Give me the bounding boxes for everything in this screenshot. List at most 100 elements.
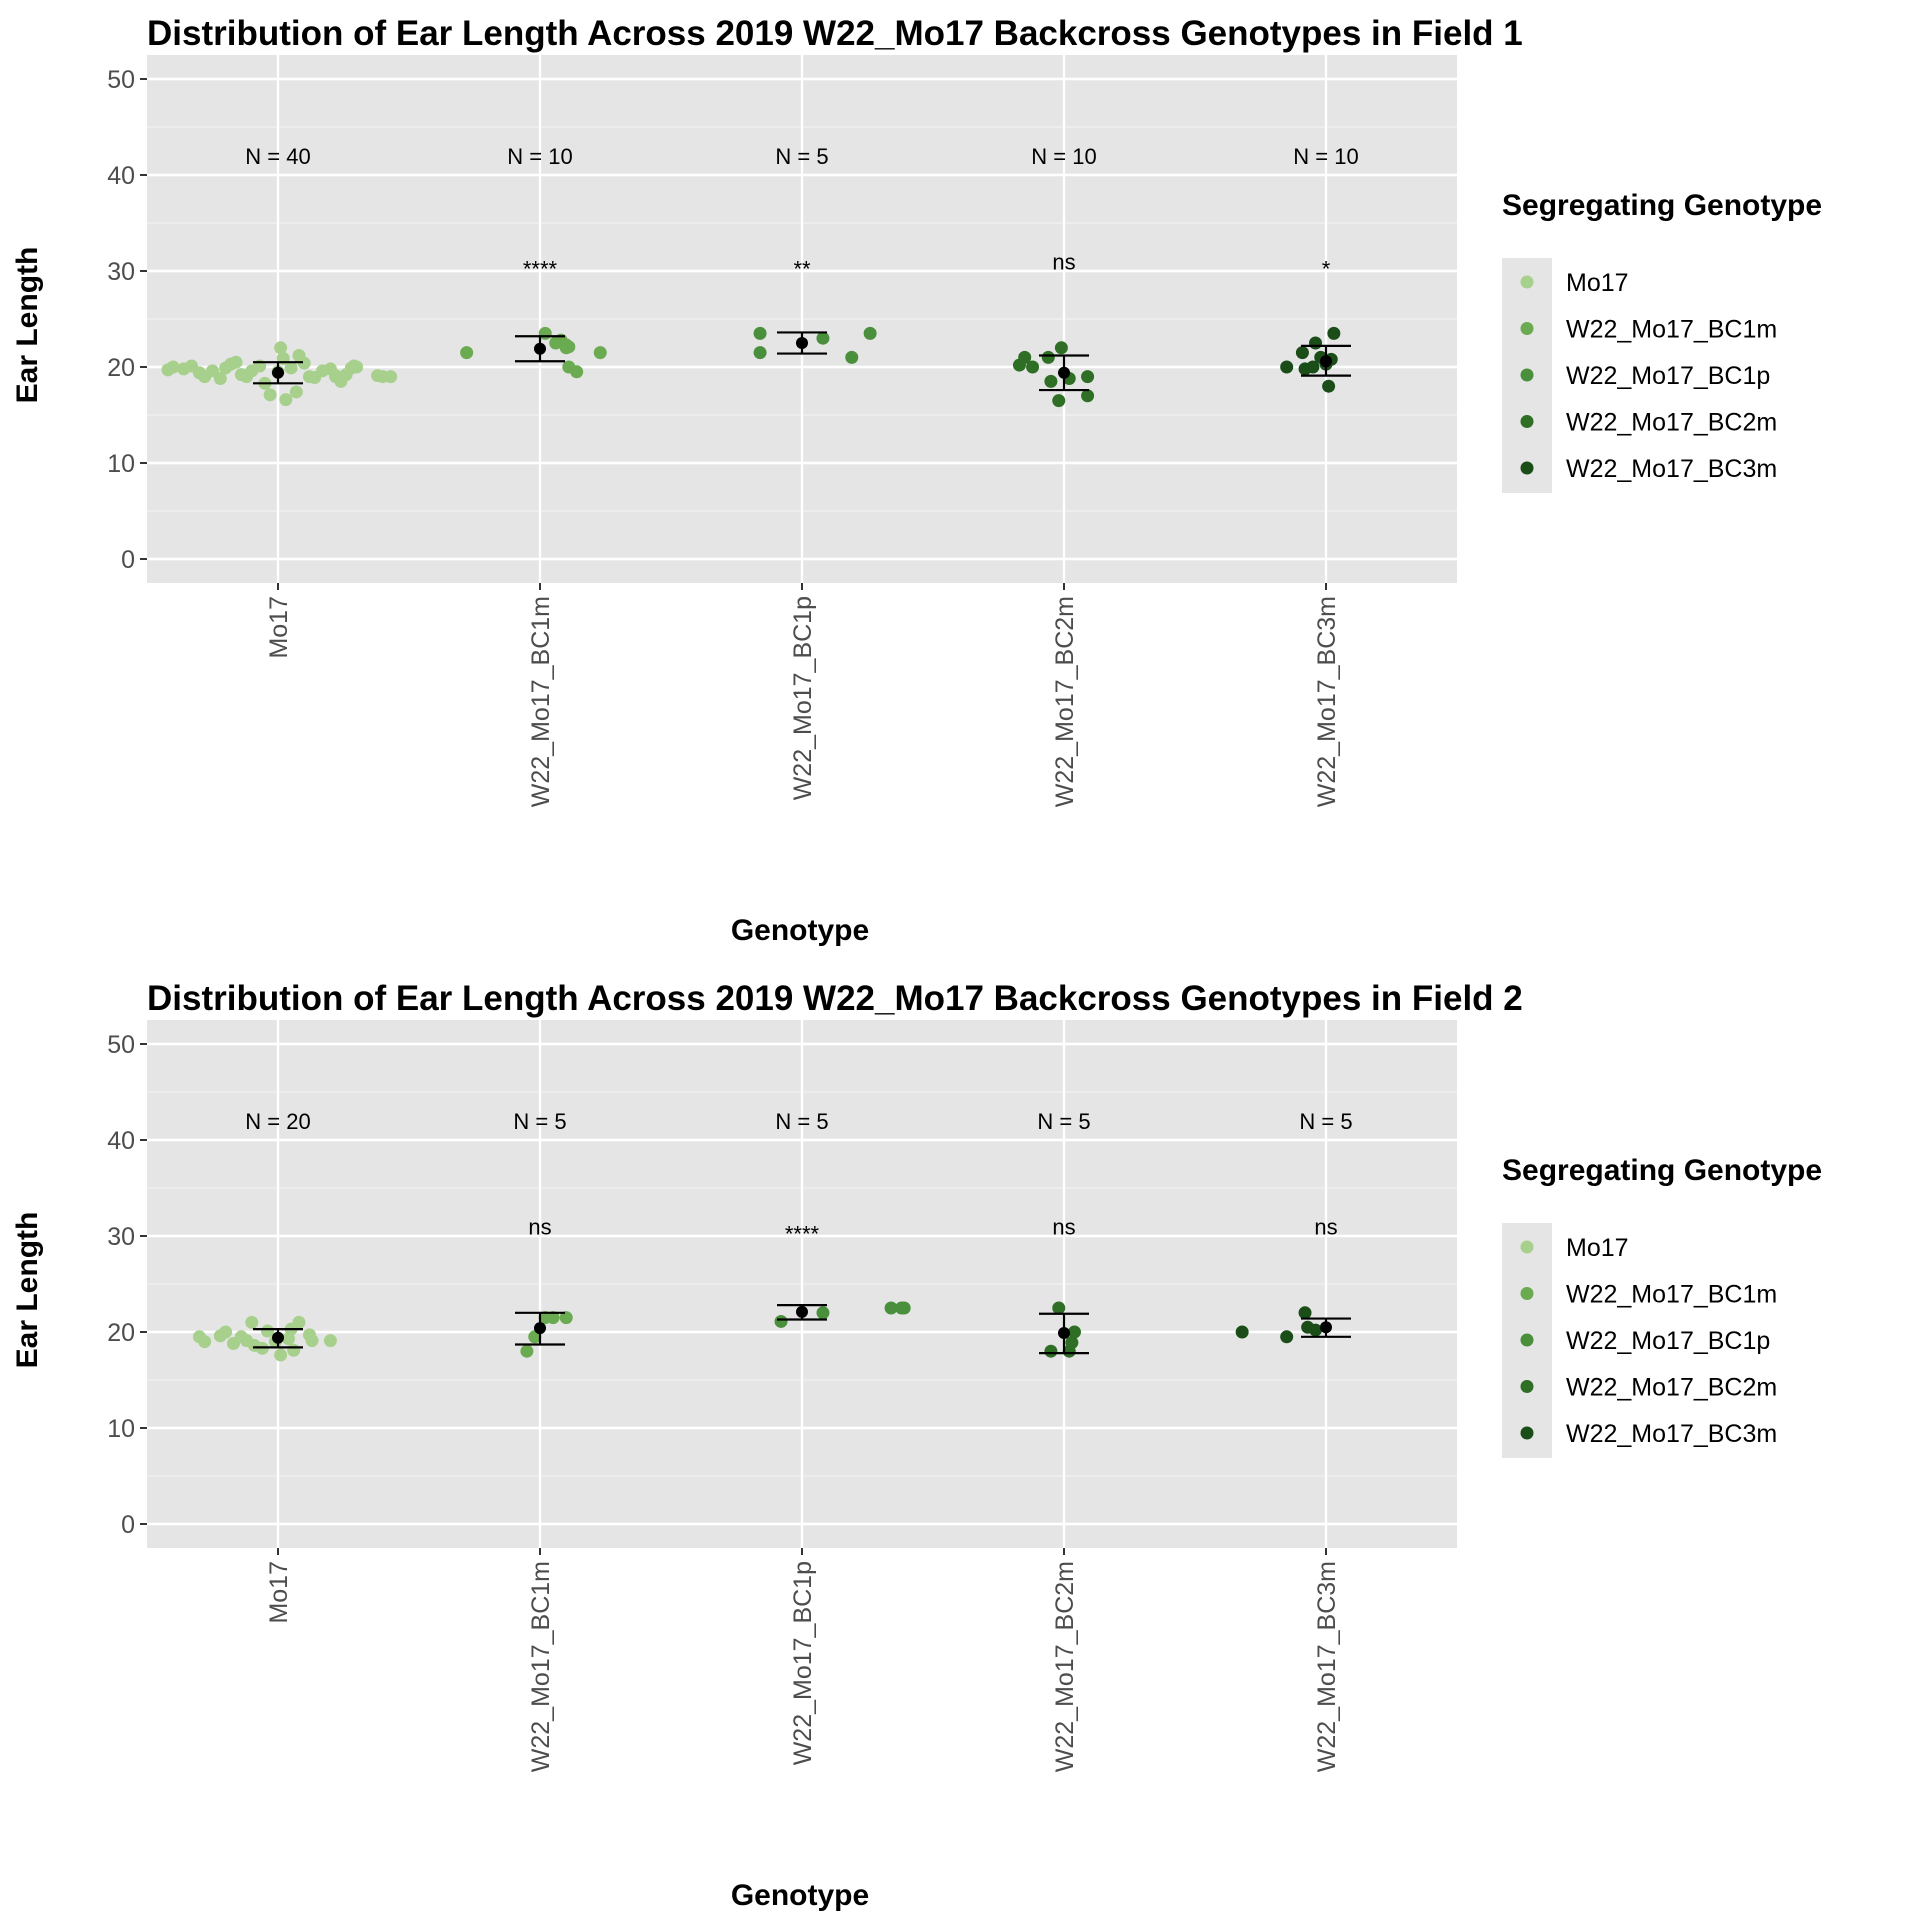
legend-label: W22_Mo17_BC1m <box>1566 1281 1777 1309</box>
x-axis-title: Genotype <box>731 914 869 947</box>
data-point <box>1041 350 1055 364</box>
significance-label: * <box>1322 256 1331 281</box>
legend-title: Segregating Genotype <box>1502 1154 1822 1187</box>
data-point <box>1054 341 1068 355</box>
x-tick-label: W22_Mo17_BC1p <box>789 596 817 800</box>
sample-size-label: N = 10 <box>507 144 572 169</box>
data-point <box>845 350 859 364</box>
y-tick-label: 10 <box>107 450 135 478</box>
data-point <box>897 1301 911 1315</box>
sample-size-label: N = 20 <box>245 1109 310 1134</box>
data-point <box>559 1311 573 1325</box>
legend-label: Mo17 <box>1566 1234 1629 1262</box>
chart-panel-field-1: Distribution of Ear Length Across 2019 W… <box>11 14 1822 947</box>
data-point <box>1280 1330 1294 1344</box>
legend-label: W22_Mo17_BC2m <box>1566 409 1777 437</box>
significance-label: ns <box>1052 1214 1075 1239</box>
y-tick-label: 50 <box>107 66 135 94</box>
data-point <box>263 388 277 402</box>
legend-swatch <box>1520 1240 1534 1254</box>
legend: Segregating Genotype Mo17 W22_Mo17_BC1m W2… <box>1502 189 1822 493</box>
sample-size-label: N = 5 <box>775 1109 828 1134</box>
data-point <box>1026 360 1040 374</box>
sample-size-label: N = 40 <box>245 144 310 169</box>
data-point <box>347 359 361 373</box>
y-tick-label: 40 <box>107 162 135 190</box>
x-axis-title: Genotype <box>731 1879 869 1912</box>
mean-point <box>796 1305 808 1318</box>
data-point <box>219 1325 233 1339</box>
legend-swatch <box>1520 368 1534 382</box>
data-point <box>1081 370 1095 384</box>
gridlines <box>147 1020 1457 1548</box>
data-point <box>229 355 243 369</box>
data-point <box>753 326 767 340</box>
y-tick-label: 10 <box>107 1415 135 1443</box>
data-point <box>287 1343 301 1357</box>
legend-swatch <box>1520 1380 1534 1393</box>
y-tick-label: 20 <box>107 1319 135 1347</box>
mean-point <box>272 1331 284 1344</box>
data-point <box>1081 389 1095 403</box>
legend-label: W22_Mo17_BC1p <box>1566 1327 1770 1355</box>
x-tick-label: Mo17 <box>265 1561 293 1624</box>
y-tick-label: 30 <box>107 1223 135 1251</box>
y-tick-label: 0 <box>121 546 135 574</box>
data-point <box>1044 374 1058 388</box>
mean-point <box>534 1322 546 1335</box>
data-point <box>460 346 474 360</box>
data-point <box>1295 346 1309 360</box>
gridlines <box>147 55 1457 583</box>
data-point <box>1065 1336 1079 1350</box>
data-point <box>1298 1306 1312 1320</box>
y-tick-label: 40 <box>107 1127 135 1155</box>
data-point <box>1052 1301 1066 1315</box>
significance-label: **** <box>523 256 558 281</box>
x-axis: Mo17 W22_Mo17_BC1m W22_Mo17_BC1p W22_Mo17_B… <box>265 1548 1341 1772</box>
data-point <box>245 1315 259 1329</box>
data-point <box>274 1348 288 1362</box>
data-point <box>1322 379 1336 393</box>
data-point <box>1067 1325 1081 1339</box>
data-point <box>753 346 767 360</box>
chart-panel-field-2: Distribution of Ear Length Across 2019 W… <box>11 979 1822 1912</box>
data-point <box>1018 350 1032 364</box>
data-point <box>816 331 830 345</box>
data-point <box>1327 326 1341 340</box>
mean-points <box>272 1305 1332 1344</box>
data-point <box>1280 360 1294 374</box>
y-axis-title: Ear Length <box>11 1212 44 1369</box>
mean-point <box>1320 1321 1332 1334</box>
legend-swatch <box>1520 1426 1534 1440</box>
data-point <box>292 1315 306 1329</box>
significance-label: ns <box>528 1214 551 1239</box>
y-tick-label: 30 <box>107 258 135 286</box>
x-tick-label: W22_Mo17_BC3m <box>1313 1561 1341 1772</box>
data-point <box>166 360 180 374</box>
data-point <box>289 385 303 399</box>
legend-swatch <box>1520 275 1534 289</box>
legend-label: W22_Mo17_BC3m <box>1566 1420 1777 1448</box>
data-point <box>384 370 398 384</box>
legend-label: W22_Mo17_BC1m <box>1566 316 1777 344</box>
mean-point <box>272 366 284 379</box>
y-axis: 0 10 20 30 40 50 <box>107 1031 147 1539</box>
data-point <box>562 340 576 354</box>
y-tick-label: 20 <box>107 354 135 382</box>
data-point <box>1309 1323 1323 1337</box>
mean-point <box>1320 355 1332 368</box>
legend-swatch <box>1520 1333 1534 1347</box>
sample-size-label: N = 5 <box>1299 1109 1352 1134</box>
data-point <box>213 372 227 386</box>
sample-size-label: N = 5 <box>775 144 828 169</box>
significance-label: ns <box>1052 249 1075 274</box>
data-point <box>593 346 607 360</box>
y-axis: 0 10 20 30 40 50 <box>107 66 147 574</box>
data-point <box>863 326 877 340</box>
data-point <box>1052 394 1066 408</box>
sample-size-label: N = 5 <box>1037 1109 1090 1134</box>
data-point <box>1309 336 1323 350</box>
legend: Segregating Genotype Mo17 W22_Mo17_BC1m W2… <box>1502 1154 1822 1458</box>
